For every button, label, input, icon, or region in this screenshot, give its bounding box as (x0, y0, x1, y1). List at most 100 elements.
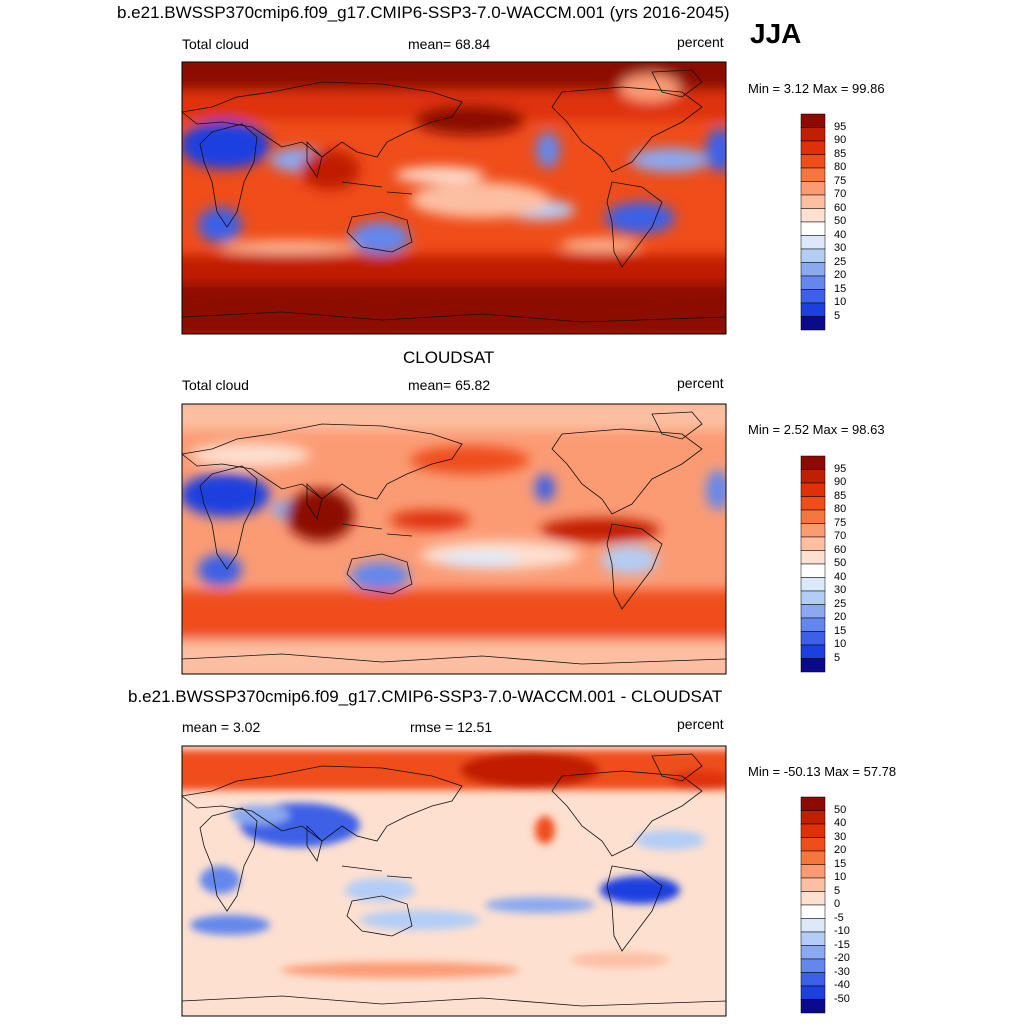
panel1-title: b.e21.BWSSP370cmip6.f09_g17.CMIP6-SSP3-7… (117, 3, 730, 22)
colorbar-tick-label: 90 (834, 476, 847, 488)
colorbar-tick-label: 15 (834, 857, 847, 870)
colorbar-bin (800, 877, 826, 892)
colorbar-tick-label: 15 (834, 282, 847, 295)
colorbar-bin (800, 127, 826, 142)
panel3-mean-label: mean = 3.02 (182, 719, 261, 735)
colorbar-bin (800, 550, 826, 565)
colorbar-tick-label: 0 (834, 898, 841, 910)
colorbar-tick-label: 10 (834, 638, 847, 650)
colorbar-tick-label: 50 (834, 557, 847, 569)
colorbar-tick-label: -10 (834, 925, 850, 937)
colorbar-tick-label: 70 (834, 530, 847, 542)
colorbar-tick-label: 5 (834, 309, 841, 322)
colorbar-tick-label: 40 (834, 570, 847, 583)
colorbar-tick-label: 50 (834, 215, 847, 227)
colorbar-bin (800, 496, 826, 511)
colorbar-tick-label: 50 (834, 803, 847, 816)
panel1-mean-label: mean= 68.84 (408, 36, 491, 52)
colorbar-tick-label: 95 (834, 120, 847, 133)
colorbar-tick-label: -50 (834, 992, 850, 1005)
colorbar-bin (800, 221, 826, 236)
colorbar-bin (800, 289, 826, 304)
colorbar-bin (800, 536, 826, 551)
colorbar-bin (800, 113, 826, 128)
colorbar-bin (800, 469, 826, 484)
colorbar-tick-label: 40 (834, 228, 847, 241)
colorbar-tick-label: 15 (834, 624, 847, 637)
panel2-title: CLOUDSAT (403, 348, 495, 367)
colorbar-bin (800, 644, 826, 659)
colorbar-bin (800, 181, 826, 196)
colorbar-bin (800, 154, 826, 169)
colorbar-tick-label: -5 (834, 911, 844, 924)
colorbar-bin (800, 999, 826, 1014)
colorbar-tick-label: 20 (834, 844, 847, 856)
colorbar-bin (800, 523, 826, 538)
colorbar-tick-label: 40 (834, 817, 847, 829)
colorbar-tick-label: 90 (834, 134, 847, 146)
panel2-units-label: percent (677, 375, 724, 391)
colorbar-tick-label: 30 (834, 584, 847, 596)
colorbar-bin (800, 918, 826, 933)
colorbar-bin (800, 140, 826, 155)
colorbar-bin (800, 455, 826, 470)
colorbar-tick-label: 10 (834, 871, 847, 883)
colorbar-tick-label: 85 (834, 147, 847, 160)
colorbar-bin (800, 167, 826, 182)
colorbar-tick-label: 25 (834, 255, 847, 268)
colorbar-bin (800, 590, 826, 605)
colorbar-bin (800, 316, 826, 331)
panel2-map-frame (181, 403, 727, 675)
colorbar-bin (800, 631, 826, 646)
colorbar-bin (800, 931, 826, 946)
colorbar-tick-label: 30 (834, 242, 847, 254)
colorbar-tick-label: 80 (834, 503, 847, 515)
panel2-variable-label: Total cloud (182, 377, 249, 393)
panel3-rmse-label: rmse = 12.51 (410, 719, 493, 735)
colorbar-bin (800, 208, 826, 223)
colorbar-bin (800, 248, 826, 263)
colorbar-tick-label: 5 (834, 651, 841, 664)
panel3-colorbar (800, 796, 826, 1014)
colorbar-bin (800, 985, 826, 1000)
colorbar-bin (800, 482, 826, 497)
colorbar-bin (800, 850, 826, 865)
colorbar-bin (800, 617, 826, 632)
panel3-title: b.e21.BWSSP370cmip6.f09_g17.CMIP6-SSP3-7… (128, 687, 723, 706)
colorbar-tick-label: 95 (834, 462, 847, 475)
colorbar-tick-label: 5 (834, 884, 841, 897)
colorbar-bin (800, 563, 826, 578)
colorbar-bin (800, 262, 826, 277)
colorbar-tick-label: 70 (834, 188, 847, 200)
colorbar-bin (800, 823, 826, 838)
panel2-map (182, 404, 726, 674)
colorbar-tick-label: 60 (834, 543, 847, 556)
colorbar-bin (800, 945, 826, 960)
panel1-minmax: Min = 3.12 Max = 99.86 (748, 81, 885, 96)
panel1-map-frame (181, 61, 727, 335)
panel1-colorbar (800, 113, 826, 331)
panel3-minmax: Min = -50.13 Max = 57.78 (748, 764, 897, 779)
colorbar-tick-label: 10 (834, 296, 847, 308)
colorbar-bin (800, 509, 826, 524)
colorbar-tick-label: 75 (834, 516, 847, 529)
colorbar-bin (800, 810, 826, 825)
colorbar-bin (800, 577, 826, 592)
colorbar-bin (800, 891, 826, 906)
panel2-colorbar (800, 455, 826, 673)
colorbar-bin (800, 864, 826, 879)
colorbar-tick-label: 20 (834, 611, 847, 623)
colorbar-bin (800, 837, 826, 852)
colorbar-bin (800, 235, 826, 250)
panel2-mean-label: mean= 65.82 (408, 377, 491, 393)
colorbar-bin (800, 958, 826, 973)
panel1-map (182, 62, 726, 334)
panel1-variable-label: Total cloud (182, 36, 249, 52)
colorbar-tick-label: 75 (834, 174, 847, 187)
colorbar-tick-label: -40 (834, 979, 850, 991)
colorbar-bin (800, 904, 826, 919)
colorbar-bin (800, 972, 826, 987)
colorbar-bin (800, 604, 826, 619)
colorbar-tick-label: 30 (834, 830, 847, 843)
